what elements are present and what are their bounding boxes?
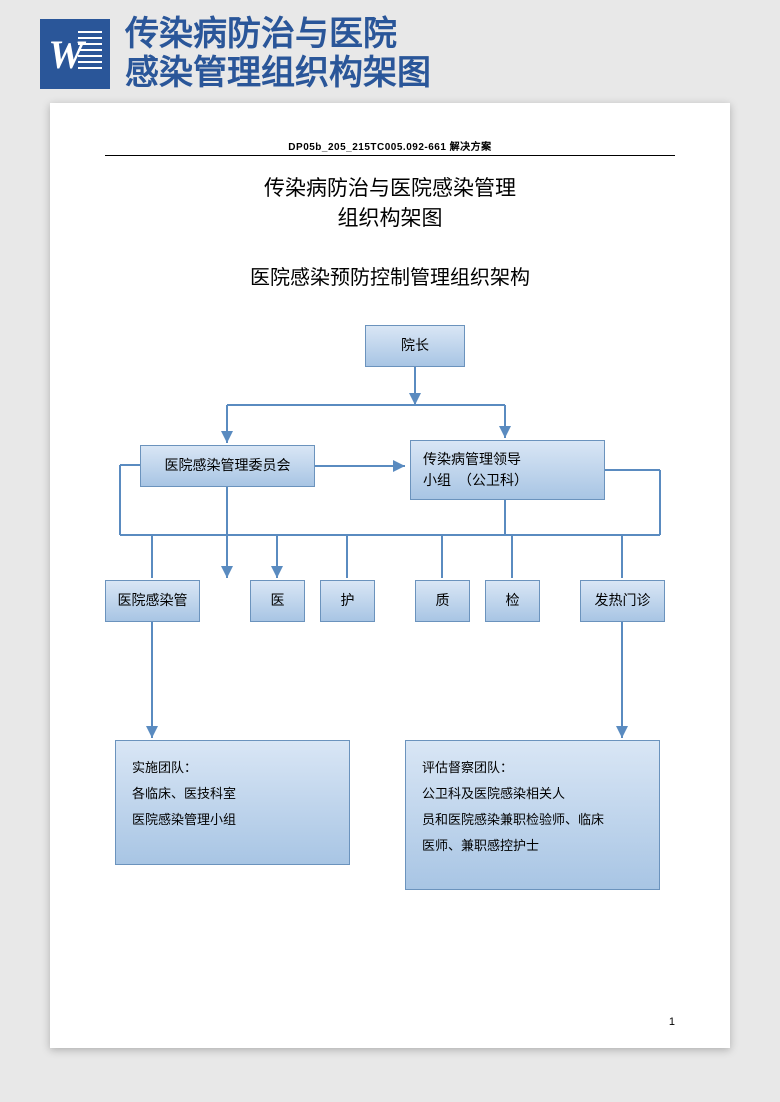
- node-nurse: 护: [320, 580, 375, 622]
- team-line: 公卫科及医院感染相关人: [422, 781, 604, 807]
- node-quality: 质: [415, 580, 470, 622]
- team-title: 评估督察团队：: [422, 755, 604, 781]
- doc-title-line1: 传染病防治与医院感染管理: [105, 174, 675, 203]
- node-inspect: 检: [485, 580, 540, 622]
- header-title-line2: 感染管理组织构架图: [125, 54, 431, 93]
- node-label: 护: [341, 590, 355, 611]
- node-mgmt: 医院感染管: [105, 580, 200, 622]
- team-line: 员和医院感染兼职检验师、临床: [422, 807, 604, 833]
- header-title-line1: 传染病防治与医院: [125, 15, 431, 54]
- node-label: 传染病管理领导 小组 （公卫科）: [423, 449, 528, 491]
- doc-title: 传染病防治与医院感染管理 组织构架图: [105, 174, 675, 233]
- node-label: 检: [506, 590, 520, 611]
- node-label: 发热门诊: [595, 590, 651, 611]
- node-label: 医: [271, 590, 285, 611]
- node-label: 医院感染管: [118, 590, 188, 611]
- node-doctor: 医: [250, 580, 305, 622]
- org-chart: 院长 医院感染管理委员会 传染病管理领导 小组 （公卫科） 医院感染管 医 护 …: [105, 325, 675, 965]
- doc-header-code: DP05b_205_215TC005.092-661 解决方案: [105, 138, 675, 156]
- node-evaluation-team: 评估督察团队： 公卫科及医院感染相关人 员和医院感染兼职检验师、临床 医师、兼职…: [405, 740, 660, 890]
- node-label: 医院感染管理委员会: [165, 455, 291, 476]
- team-line: 各临床、医技科室: [132, 781, 236, 807]
- team-line: 医师、兼职感控护士: [422, 833, 604, 859]
- node-committee: 医院感染管理委员会: [140, 445, 315, 487]
- page-number: 1: [669, 1016, 675, 1028]
- team-title: 实施团队：: [132, 755, 236, 781]
- document-page: DP05b_205_215TC005.092-661 解决方案 传染病防治与医院…: [50, 103, 730, 1048]
- team-line: 医院感染管理小组: [132, 807, 236, 833]
- doc-title-line2: 组织构架图: [105, 204, 675, 233]
- page-header: W 传染病防治与医院 感染管理组织构架图: [0, 0, 780, 103]
- node-director: 院长: [365, 325, 465, 367]
- word-icon: W: [40, 19, 110, 89]
- header-title: 传染病防治与医院 感染管理组织构架图: [125, 15, 431, 93]
- node-fever-clinic: 发热门诊: [580, 580, 665, 622]
- node-implementation-team: 实施团队： 各临床、医技科室 医院感染管理小组: [115, 740, 350, 865]
- node-label: 质: [436, 590, 450, 611]
- doc-subtitle: 医院感染预防控制管理组织架构: [105, 261, 675, 290]
- node-label: 院长: [401, 335, 429, 356]
- node-leader-group: 传染病管理领导 小组 （公卫科）: [410, 440, 605, 500]
